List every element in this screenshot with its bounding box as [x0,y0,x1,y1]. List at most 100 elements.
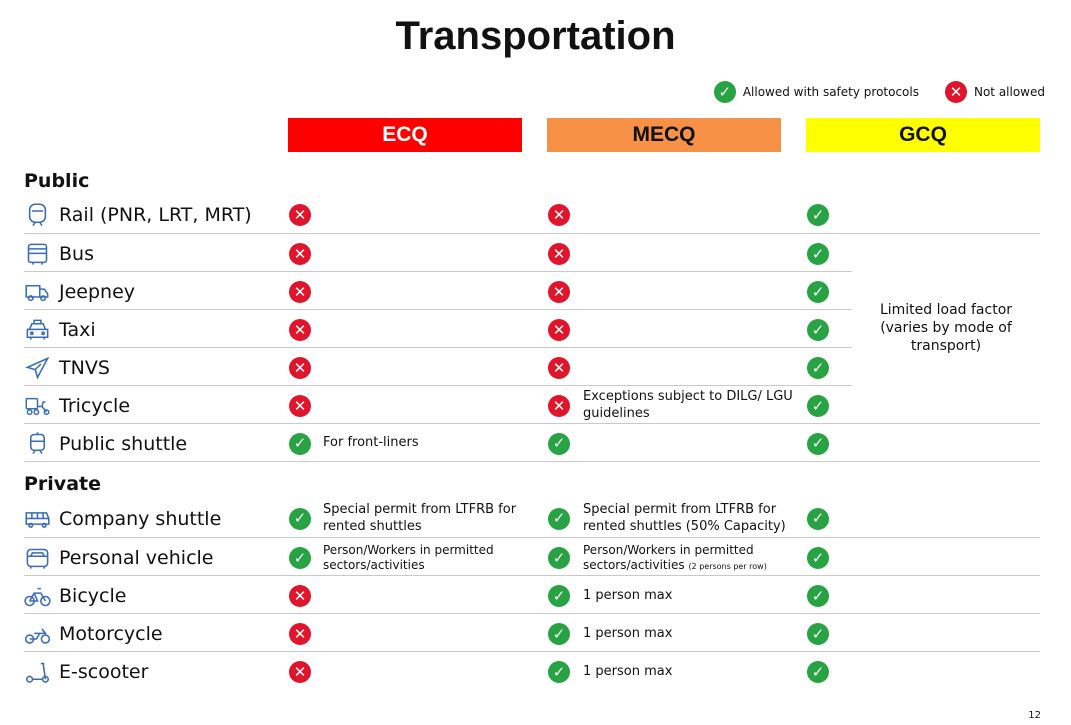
mecq-note-wrap: 1 person max [583,626,672,643]
check-icon: ✓ [807,204,829,226]
status-cell-ecq: ✕ [289,196,311,234]
taxi-icon [24,317,51,344]
status-cell-gcq: ✓ [807,235,829,273]
table-row: Motorcycle ✕ ✓ ✓ 1 person max [0,615,1071,653]
status-cell-gcq: ✓ [807,311,829,349]
mecq-note-text: 1 person max [583,625,673,641]
row-divider [24,233,1040,234]
mecq-note-text: Person/Workers in permitted sectors/acti… [583,543,754,572]
row-label-text: E-scooter [59,661,149,683]
status-cell-gcq: ✓ [807,196,829,234]
row-label: Bicycle [24,577,126,615]
status-cell-gcq: ✓ [807,349,829,387]
status-cell-mecq: ✓ [548,498,570,539]
ecq-note: For front-liners [323,425,543,462]
legend-not-allowed-label: Not allowed [973,85,1045,99]
status-cell-mecq: ✕ [548,196,570,234]
table-row: Personal vehicle ✓ ✓ ✓ Person/Workers in per… [0,539,1071,577]
ecq-note-text: For front-liners [323,435,419,451]
section-public: Public [24,170,90,192]
row-label: Bus [24,235,94,273]
check-icon: ✓ [807,357,829,379]
row-label: Tricycle [24,387,130,425]
row-divider [24,271,852,272]
row-divider [24,613,1040,614]
row-label-text: Jeepney [59,281,136,303]
bus-icon [24,241,51,268]
row-divider [24,309,852,310]
check-icon: ✓ [548,507,570,530]
table-row: E-scooter ✕ ✓ ✓ 1 person max [0,653,1071,691]
x-icon: ✕ [548,319,570,341]
row-label: Motorcycle [24,615,163,653]
page-number: 12 [1028,710,1041,721]
ecq-note-text: Special permit from LTFRB for rented shu… [323,501,517,534]
check-icon: ✓ [807,623,829,645]
mecq-note: 1 person max [583,615,798,653]
check-icon: ✓ [807,661,829,683]
status-cell-ecq: ✓ [289,425,311,462]
status-cell-ecq: ✓ [289,498,311,539]
x-icon: ✕ [548,281,570,303]
check-icon: ✓ [807,585,829,607]
check-icon: ✓ [807,432,829,455]
mecq-note-wrap: Exceptions subject to DILG/ LGU guidelin… [583,389,798,423]
table-row: Company shuttle ✓ ✓ ✓ Special permit from LT… [0,498,1071,539]
mecq-note-small: (2 persons per row) [688,562,767,571]
row-label: Personal vehicle [24,539,213,577]
status-cell-mecq: ✕ [548,235,570,273]
x-icon: ✕ [289,585,311,607]
row-label: Taxi [24,311,96,349]
status-cell-mecq: ✕ [548,311,570,349]
check-icon: ✓ [807,243,829,265]
mecq-note-text: 1 person max [583,587,673,603]
table-row: Public shuttle ✓ ✓ ✓ For front-liners [0,425,1071,462]
x-icon: ✕ [289,319,311,341]
check-icon: ✓ [807,319,829,341]
mecq-note: 1 person max [583,653,798,691]
status-cell-ecq: ✕ [289,615,311,653]
status-cell-mecq: ✓ [548,577,570,615]
column-header-mecq: MECQ [547,118,781,152]
row-divider [24,347,852,348]
row-label: TNVS [24,349,110,387]
airplane-icon [24,355,51,382]
x-icon: ✕ [944,81,967,103]
page-title: Transportation [395,14,676,58]
table-row: Jeepney ✕ ✕ ✓ [0,273,1071,311]
row-label-text: Tricycle [59,395,131,417]
row-label: Jeepney [24,273,135,311]
check-icon: ✓ [548,623,570,645]
status-cell-gcq: ✓ [807,387,829,425]
mecq-note: Exceptions subject to DILG/ LGU guidelin… [583,387,798,425]
row-divider [24,423,1040,424]
jeepney-icon [24,279,51,306]
status-cell-ecq: ✕ [289,653,311,691]
status-cell-ecq: ✓ [289,539,311,577]
x-icon: ✕ [289,204,311,226]
shuttle-bus-icon [24,505,51,532]
table-row: Taxi ✕ ✕ ✓ [0,311,1071,349]
status-cell-mecq: ✕ [548,273,570,311]
mecq-note-wrap: Person/Workers in permitted sectors/acti… [583,543,798,573]
row-label: Public shuttle [24,425,187,462]
status-cell-gcq: ✓ [807,273,829,311]
x-icon: ✕ [289,357,311,379]
check-icon: ✓ [289,432,311,455]
status-cell-mecq: ✕ [548,387,570,425]
row-label-text: TNVS [59,357,110,379]
row-divider [24,651,1040,652]
status-cell-mecq: ✓ [548,425,570,462]
table-row: Rail (PNR, LRT, MRT) ✕ ✕ ✓ [0,196,1071,234]
row-label-text: Motorcycle [59,623,163,645]
motorcycle-icon [24,621,51,648]
x-icon: ✕ [289,243,311,265]
check-icon: ✓ [713,81,736,103]
check-icon: ✓ [548,432,570,455]
status-cell-gcq: ✓ [807,615,829,653]
row-label-text: Bicycle [59,585,127,607]
scooter-icon [24,659,51,686]
section-private: Private [24,473,101,495]
x-icon: ✕ [548,243,570,265]
row-label-text: Company shuttle [59,507,222,530]
